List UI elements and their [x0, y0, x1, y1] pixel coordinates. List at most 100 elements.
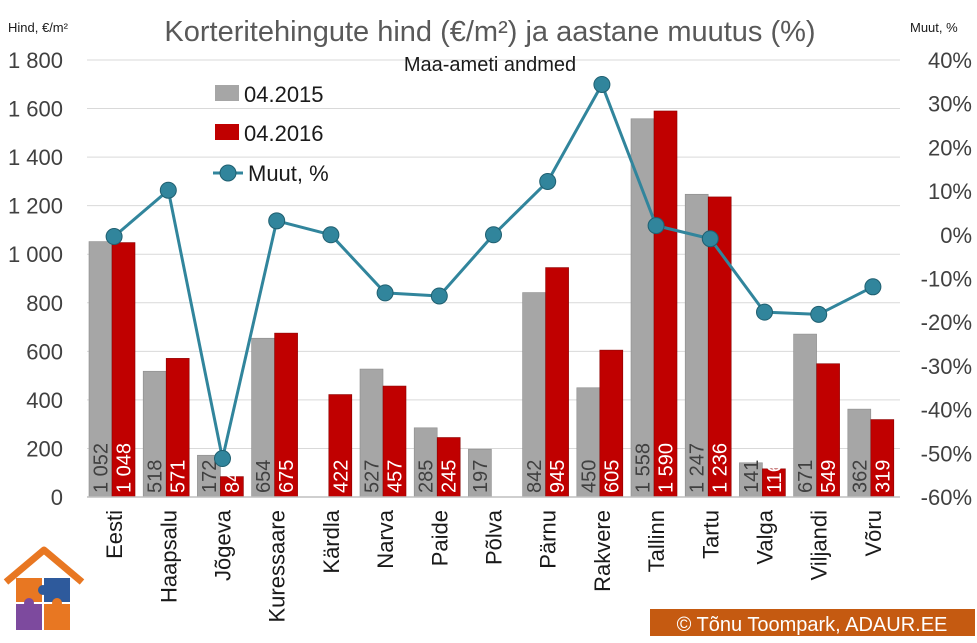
value-label-2015: 671	[795, 460, 817, 493]
bar-2016	[653, 110, 678, 498]
value-label-2015: 172	[199, 460, 221, 493]
value-label-2016: 422	[330, 460, 352, 493]
y2-tick-label: 20%	[928, 135, 972, 160]
value-label-2015: 527	[362, 460, 384, 493]
value-labels: 1 052 518 172 654 527 285 197 842 450 1 558 1 247 1…	[91, 443, 895, 493]
legend-swatch-2015	[215, 85, 239, 101]
change-point	[105, 228, 123, 246]
legend-marker-muut	[219, 164, 237, 182]
bar-2015	[630, 118, 655, 498]
category-label: Paide	[427, 510, 452, 566]
y2-tick-label: -20%	[921, 310, 972, 335]
change-point	[430, 287, 448, 305]
y2-tick-label: -50%	[921, 441, 972, 466]
puzzle-knob-icon	[52, 598, 62, 608]
value-label-2015: 1 558	[633, 443, 655, 493]
house-puzzle-logo	[3, 546, 85, 630]
legend: 04.2015 04.2016 Muut, %	[213, 82, 329, 186]
axes: 0 200 400 600 800 1 000 1 200 1 400 1 600 1 800 -6…	[8, 48, 972, 623]
value-label-2015: 1 052	[91, 443, 113, 493]
value-label-2016: 245	[439, 460, 461, 493]
category-label: Põlva	[482, 509, 507, 565]
value-label-2016: 84	[222, 471, 244, 493]
puzzle-piece-icon	[16, 604, 42, 630]
change-point	[159, 181, 177, 199]
value-label-2015: 654	[253, 460, 275, 493]
category-label: Viljandi	[807, 510, 832, 581]
value-label-2015: 1 247	[687, 443, 709, 493]
category-label: Tallinn	[644, 510, 669, 572]
value-label-2016: 116	[764, 461, 786, 493]
value-label-2016: 605	[601, 460, 623, 493]
value-label-2016: 319	[872, 460, 894, 493]
chart-subtitle: Maa-ameti andmed	[404, 54, 576, 76]
change-point	[214, 450, 231, 468]
change-point	[756, 303, 773, 321]
value-label-2015: 285	[416, 460, 438, 493]
value-label-2015: 197	[470, 460, 492, 493]
change-point	[701, 230, 719, 248]
change-point	[593, 75, 611, 93]
value-label-2016: 457	[385, 460, 407, 493]
change-point	[268, 212, 286, 230]
bars	[88, 110, 895, 498]
category-label: Valga	[753, 509, 778, 564]
y-tick-label: 400	[26, 388, 63, 413]
y2-tick-label: 0%	[940, 223, 972, 248]
y-tick-label: 1 800	[8, 48, 63, 73]
category-label: Kärdla	[319, 509, 344, 573]
change-line-path	[113, 82, 874, 461]
house-roof-icon	[3, 546, 85, 585]
credit-box: © Tõnu Toompark, ADAUR.EE	[650, 609, 975, 636]
category-label: Jõgeva	[211, 509, 236, 581]
value-label-2016: 549	[818, 460, 840, 493]
value-label-2016: 571	[168, 460, 190, 493]
y2-tick-label: 40%	[928, 48, 972, 73]
value-label-2016: 945	[547, 460, 569, 493]
value-label-2015: 518	[145, 460, 167, 493]
legend-label-muut: Muut, %	[248, 161, 329, 186]
gridlines	[87, 59, 900, 449]
y2-tick-label: -60%	[921, 485, 972, 510]
y-tick-label: 1 400	[8, 145, 63, 170]
change-point	[810, 305, 828, 323]
change-point	[864, 278, 882, 296]
chart-title: Korteritehingute hind (€/m²) ja aastane …	[164, 16, 815, 48]
y-tick-label: 0	[51, 485, 63, 510]
value-label-2016: 1 590	[656, 443, 678, 493]
value-label-2016: 1 048	[114, 443, 136, 493]
value-label-2016: 675	[276, 460, 298, 493]
category-label: Võru	[861, 510, 886, 556]
y2-tick-label: -10%	[921, 267, 972, 292]
value-label-2015: 141	[741, 460, 763, 493]
legend-swatch-2016	[215, 124, 239, 140]
change-point	[647, 217, 665, 235]
y-tick-label: 800	[26, 291, 63, 316]
y2-tick-label: -30%	[921, 354, 972, 379]
category-label: Haapsalu	[156, 510, 181, 603]
y-tick-label: 1 000	[8, 242, 63, 267]
category-label: Narva	[373, 509, 398, 568]
category-label: Rakvere	[590, 510, 615, 592]
change-point	[485, 226, 502, 244]
y-tick-label: 1 200	[8, 194, 63, 219]
change-line	[105, 75, 882, 468]
y2-axis-label: Muut, %	[910, 20, 958, 35]
category-label: Eesti	[102, 510, 127, 559]
puzzle-piece-icon	[44, 604, 70, 630]
y-tick-label: 200	[26, 436, 63, 461]
category-label: Pärnu	[536, 510, 561, 569]
y2-tick-label: 10%	[928, 179, 972, 204]
y-tick-label: 1 600	[8, 97, 63, 122]
puzzle-knob-icon	[24, 598, 34, 608]
legend-label-2016: 04.2016	[244, 121, 324, 146]
value-label-2015: 362	[849, 460, 871, 493]
y2-tick-label: -40%	[921, 398, 972, 423]
category-label: Kuressaare	[265, 510, 290, 623]
change-point	[376, 284, 394, 302]
y-axis-label: Hind, €/m²	[8, 20, 69, 35]
value-label-2015: 450	[578, 460, 600, 493]
legend-label-2015: 04.2015	[244, 82, 324, 107]
